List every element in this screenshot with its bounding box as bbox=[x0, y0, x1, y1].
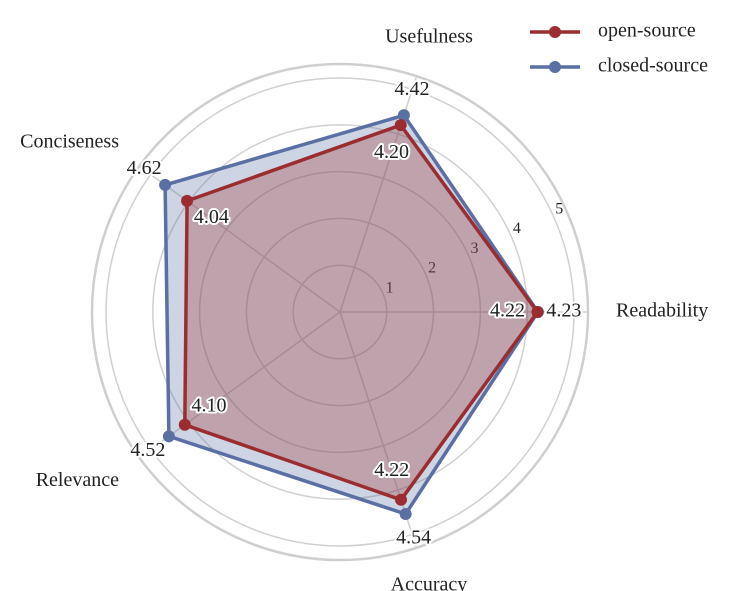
value-label: 4.42 bbox=[394, 78, 429, 100]
value-label: 4.22 bbox=[490, 300, 525, 322]
data-point bbox=[531, 306, 544, 318]
r-tick-label: 5 bbox=[555, 200, 563, 217]
data-point bbox=[162, 430, 175, 443]
data-point bbox=[397, 109, 410, 122]
data-point bbox=[178, 418, 191, 431]
value-label: 4.23 bbox=[546, 300, 581, 322]
outer-ring bbox=[90, 62, 590, 562]
category-label: Conciseness bbox=[20, 130, 119, 152]
legend-marker bbox=[549, 61, 561, 73]
value-label: 4.62 bbox=[127, 157, 162, 179]
r-tick-label: 1 bbox=[386, 280, 394, 297]
category-label: Readability bbox=[616, 300, 708, 322]
r-tick-label: 4 bbox=[513, 220, 521, 237]
value-label: 4.52 bbox=[130, 439, 165, 461]
value-label: 4.10 bbox=[192, 395, 227, 417]
data-point bbox=[399, 508, 412, 521]
legend-label: open-source bbox=[598, 20, 696, 42]
r-tick-label: 2 bbox=[428, 260, 436, 277]
legend-marker bbox=[549, 26, 561, 38]
spoke bbox=[138, 165, 341, 313]
data-point bbox=[394, 119, 407, 132]
r-tick-label: 3 bbox=[470, 240, 478, 257]
value-label: 4.04 bbox=[194, 206, 229, 228]
data-point bbox=[395, 493, 408, 506]
data-point bbox=[159, 178, 172, 191]
legend-label: closed-source bbox=[598, 55, 708, 77]
value-label: 4.54 bbox=[396, 526, 431, 548]
data-point bbox=[181, 194, 194, 207]
category-label: Usefulness bbox=[385, 26, 473, 48]
series-area bbox=[183, 123, 540, 502]
value-label: 4.22 bbox=[374, 459, 409, 481]
category-label: Accuracy bbox=[391, 573, 468, 591]
series-area bbox=[163, 113, 540, 516]
value-label: 4.20 bbox=[374, 141, 409, 163]
category-label: Relevance bbox=[36, 469, 119, 491]
